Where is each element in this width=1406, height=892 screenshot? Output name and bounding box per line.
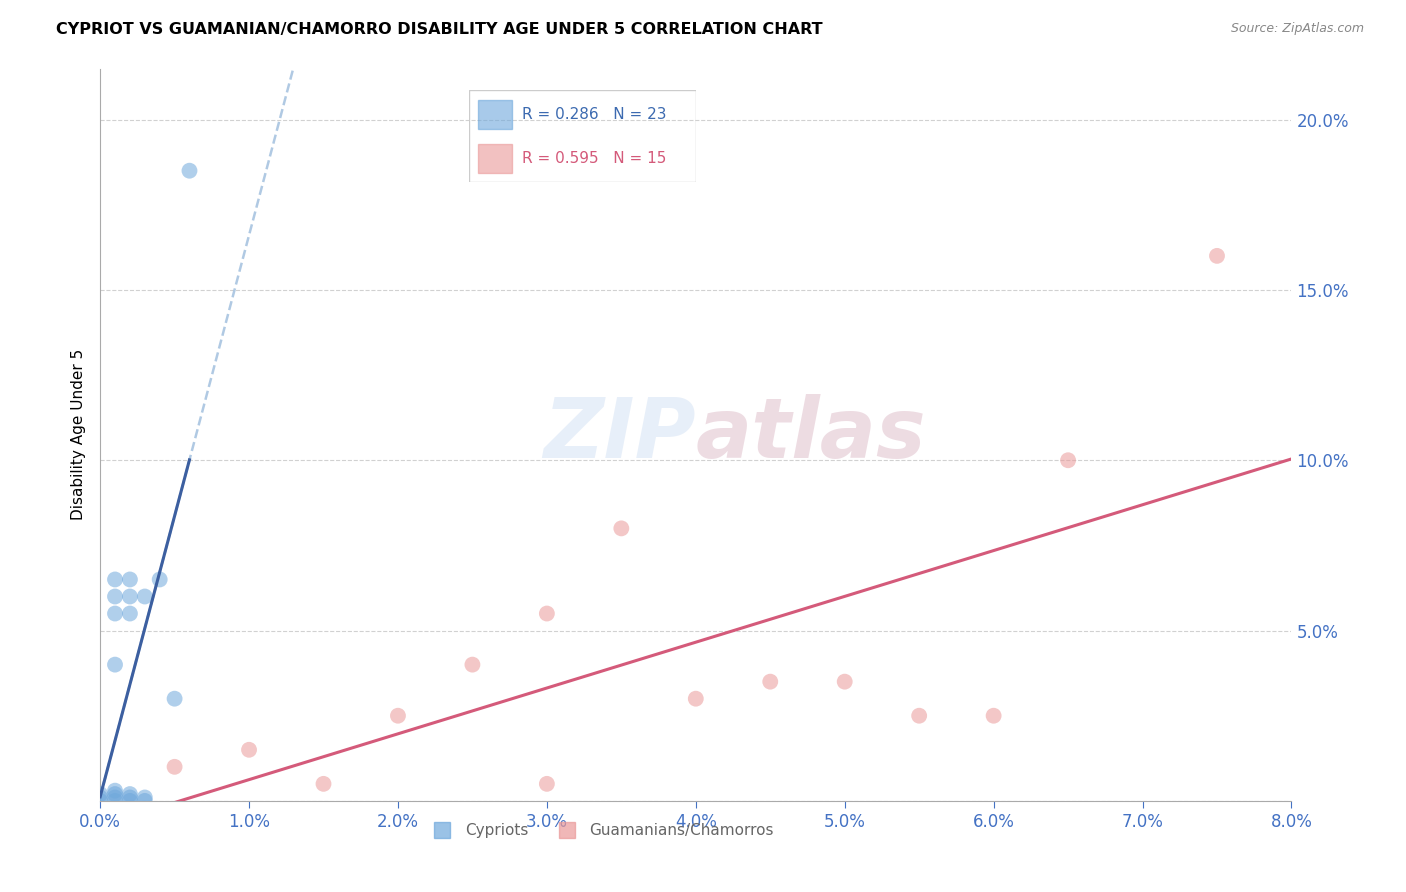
Point — [163, 691, 186, 706]
Point — [387, 708, 409, 723]
Point — [104, 794, 127, 808]
Y-axis label: Disability Age Under 5: Disability Age Under 5 — [72, 349, 86, 520]
Point — [238, 743, 260, 757]
Point — [104, 590, 127, 604]
Point — [1206, 249, 1229, 263]
Point — [104, 657, 127, 672]
Point — [461, 657, 484, 672]
Point — [610, 521, 633, 535]
Point — [104, 573, 127, 587]
Point — [104, 787, 127, 801]
Point — [118, 590, 141, 604]
Point — [134, 590, 156, 604]
Text: atlas: atlas — [696, 394, 927, 475]
Point — [89, 787, 111, 801]
Point — [134, 794, 156, 808]
Point — [312, 777, 335, 791]
Point — [118, 787, 141, 801]
Point — [536, 607, 558, 621]
Point — [118, 573, 141, 587]
Point — [118, 607, 141, 621]
Point — [834, 674, 856, 689]
Point — [179, 163, 201, 178]
Point — [104, 790, 127, 805]
Point — [104, 607, 127, 621]
Point — [149, 573, 172, 587]
Point — [983, 708, 1005, 723]
Point — [1057, 453, 1080, 467]
Point — [118, 794, 141, 808]
Text: ZIP: ZIP — [543, 394, 696, 475]
Point — [759, 674, 782, 689]
Point — [536, 777, 558, 791]
Point — [134, 790, 156, 805]
Point — [89, 794, 111, 808]
Point — [89, 790, 111, 805]
Text: Source: ZipAtlas.com: Source: ZipAtlas.com — [1230, 22, 1364, 36]
Point — [908, 708, 931, 723]
Point — [118, 790, 141, 805]
Point — [104, 783, 127, 797]
Text: CYPRIOT VS GUAMANIAN/CHAMORRO DISABILITY AGE UNDER 5 CORRELATION CHART: CYPRIOT VS GUAMANIAN/CHAMORRO DISABILITY… — [56, 22, 823, 37]
Point — [163, 760, 186, 774]
Legend: Cypriots, Guamanians/Chamorros: Cypriots, Guamanians/Chamorros — [420, 817, 780, 845]
Point — [685, 691, 707, 706]
